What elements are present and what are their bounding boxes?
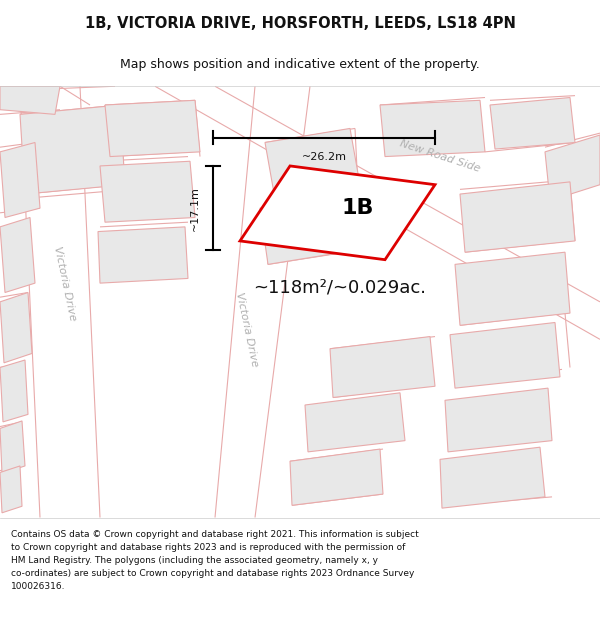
Polygon shape	[205, 86, 255, 518]
Polygon shape	[98, 227, 188, 283]
Text: Victoria Drive: Victoria Drive	[52, 245, 78, 321]
Polygon shape	[0, 217, 35, 292]
Text: ~26.2m: ~26.2m	[302, 152, 347, 162]
Polygon shape	[290, 449, 383, 505]
Polygon shape	[450, 322, 560, 388]
Text: Victoria Drive: Victoria Drive	[234, 292, 260, 368]
Polygon shape	[460, 182, 575, 253]
Text: ~118m²/~0.029ac.: ~118m²/~0.029ac.	[254, 279, 427, 297]
Text: New Road Side: New Road Side	[398, 139, 482, 174]
Polygon shape	[330, 337, 435, 398]
Text: ~17.1m: ~17.1m	[190, 186, 200, 231]
Polygon shape	[260, 194, 355, 264]
Polygon shape	[380, 101, 485, 157]
Polygon shape	[0, 360, 28, 422]
Polygon shape	[490, 98, 575, 149]
Text: Contains OS data © Crown copyright and database right 2021. This information is : Contains OS data © Crown copyright and d…	[11, 531, 419, 591]
Polygon shape	[0, 86, 60, 114]
Polygon shape	[455, 253, 570, 326]
Polygon shape	[440, 448, 545, 508]
Polygon shape	[545, 135, 600, 201]
Polygon shape	[0, 421, 25, 474]
Polygon shape	[305, 393, 405, 452]
Polygon shape	[0, 466, 22, 512]
Polygon shape	[445, 388, 552, 452]
Polygon shape	[265, 129, 360, 199]
Text: Map shows position and indicative extent of the property.: Map shows position and indicative extent…	[120, 58, 480, 71]
Polygon shape	[20, 86, 100, 518]
Polygon shape	[20, 105, 125, 194]
Text: 1B, VICTORIA DRIVE, HORSFORTH, LEEDS, LS18 4PN: 1B, VICTORIA DRIVE, HORSFORTH, LEEDS, LS…	[85, 16, 515, 31]
Polygon shape	[0, 292, 32, 362]
Polygon shape	[105, 101, 200, 157]
Text: 1B: 1B	[341, 198, 374, 218]
Polygon shape	[100, 161, 195, 222]
Polygon shape	[155, 86, 600, 349]
Polygon shape	[0, 142, 40, 218]
Polygon shape	[240, 166, 435, 260]
